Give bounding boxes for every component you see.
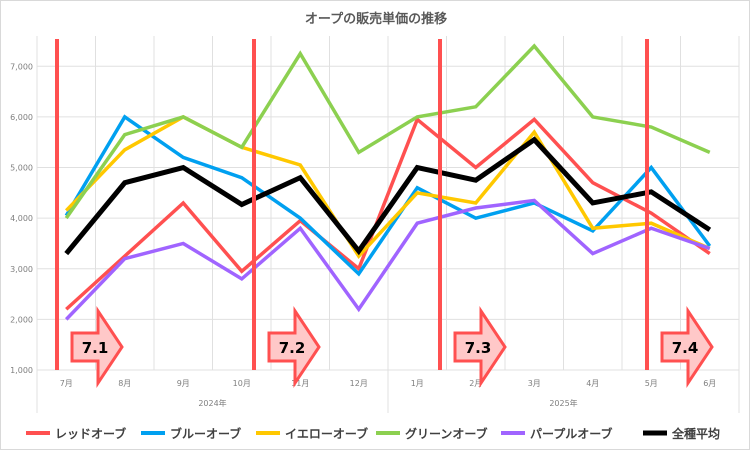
- x-tick-label: 2月: [469, 379, 482, 388]
- period-arrow-icon: [660, 306, 714, 388]
- period-label: 7.1: [82, 339, 109, 357]
- x-tick-label: 11月: [291, 379, 309, 388]
- series-line-0: [65, 116, 711, 311]
- x-tick-label: 5月: [645, 379, 658, 388]
- x-tick-label: 7月: [60, 379, 73, 388]
- year-group-label: 2024年: [198, 398, 226, 408]
- x-tick-label: 6月: [703, 379, 716, 388]
- period-arrow-icon: [70, 306, 124, 388]
- y-tick-label: 1,000: [10, 366, 33, 375]
- period-label: 7.4: [672, 339, 699, 357]
- legend-label: ブルーオーブ: [170, 426, 241, 441]
- x-tick-label: 8月: [118, 379, 131, 388]
- legend-label: パープルオーブ: [530, 426, 613, 441]
- x-tick-label: 3月: [528, 379, 541, 388]
- y-tick-label: 6,000: [10, 113, 33, 122]
- year-group-label: 2025年: [549, 398, 577, 408]
- series-line-4: [64, 198, 711, 321]
- x-tick-label: 10月: [233, 379, 251, 388]
- y-tick-label: 5,000: [10, 164, 33, 173]
- legend-label: レッドオーブ: [55, 426, 126, 441]
- period-label: 7.2: [279, 339, 306, 357]
- series-line-1: [64, 114, 712, 277]
- y-tick-label: 7,000: [10, 62, 33, 71]
- x-tick-label: 12月: [350, 379, 368, 388]
- x-tick-label: 4月: [586, 379, 599, 388]
- legend-label: 全種平均: [671, 426, 720, 441]
- period-arrow-icon: [267, 306, 321, 388]
- y-tick-label: 4,000: [10, 214, 33, 223]
- period-arrow-icon: [453, 306, 507, 388]
- y-tick-label: 3,000: [10, 265, 33, 274]
- chart-title: オープの販売単価の推移: [305, 11, 447, 27]
- x-tick-label: 1月: [411, 379, 424, 388]
- legend-label: イエローオーブ: [285, 426, 368, 441]
- y-tick-label: 2,000: [10, 315, 33, 324]
- series-line-3: [64, 43, 711, 220]
- period-label: 7.3: [465, 339, 492, 357]
- series-line-2: [64, 114, 711, 259]
- series-line-5: [64, 136, 712, 256]
- x-tick-label: 9月: [177, 379, 190, 388]
- legend-label: グリーンオーブ: [405, 426, 488, 441]
